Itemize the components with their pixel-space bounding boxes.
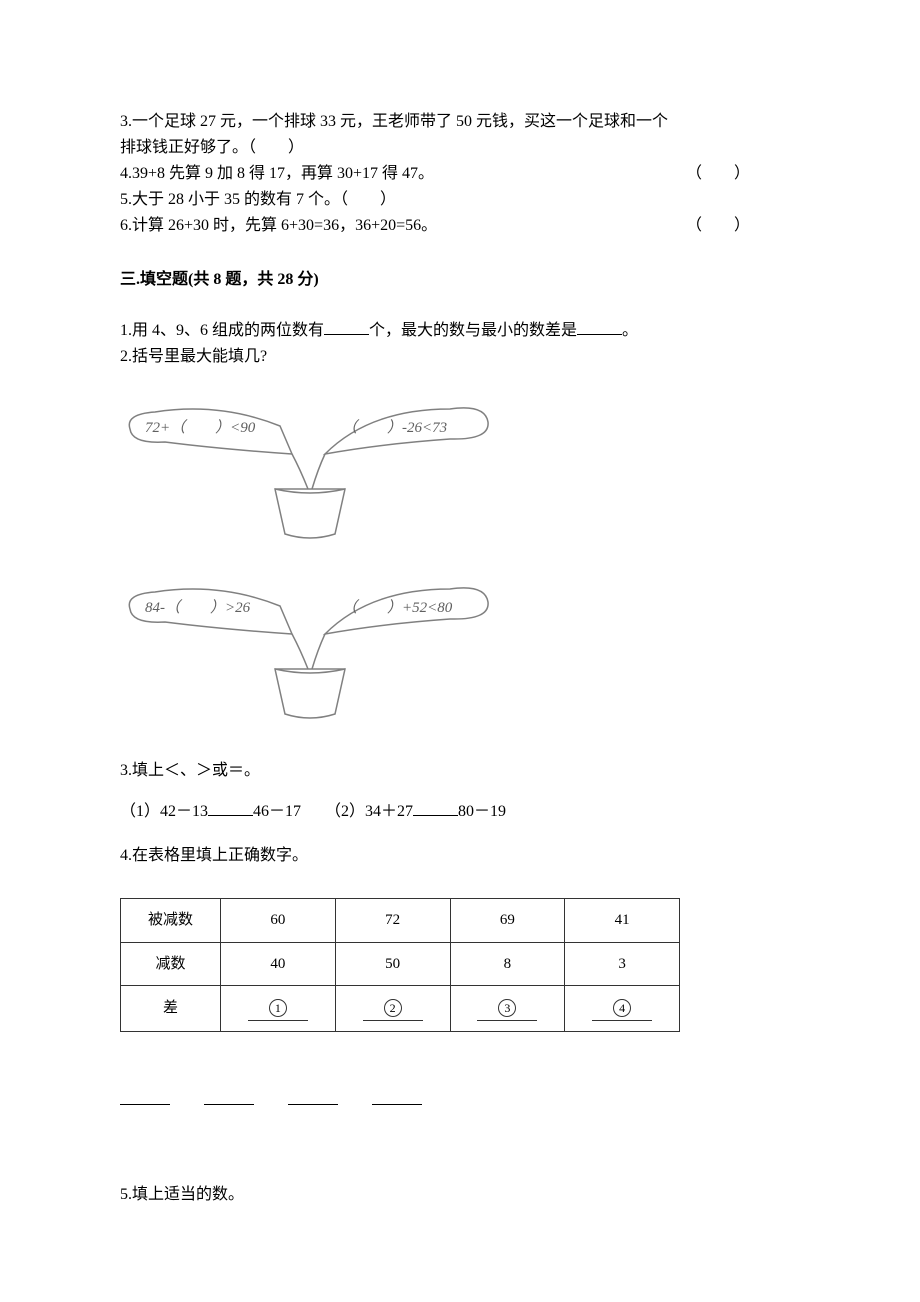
answer-blank-1[interactable]: [120, 1087, 170, 1105]
leaf-diagrams: 72+（ ）<90 （ ）-26<73 84-（ ）>26 （ ）+52<80: [120, 394, 800, 724]
judgment-q6-text: 6.计算 26+30 时，先算 6+30=36，36+20=56。: [120, 217, 437, 234]
difference-header: 差: [121, 986, 221, 1032]
difference-cell-4[interactable]: 4: [565, 986, 680, 1032]
leaf2-left-text: 84-（ ）>26: [145, 599, 251, 616]
fill-q4-title: 4.在表格里填上正确数字。: [120, 844, 800, 868]
answer-blanks-row: [120, 1087, 800, 1113]
fill-q1-blank2[interactable]: [577, 317, 622, 335]
table-row-minuend: 被减数 60 72 69 41: [121, 899, 680, 943]
fill-q1-blank1[interactable]: [324, 317, 369, 335]
minuend-cell-1: 60: [221, 899, 336, 943]
fill-q5-title: 5.填上适当的数。: [120, 1183, 800, 1207]
fill-q3-blank1[interactable]: [208, 798, 253, 816]
judgment-q5: 5.大于 28 小于 35 的数有 7 个。（ ）: [120, 188, 800, 212]
table-row-subtrahend: 减数 40 50 8 3: [121, 942, 680, 986]
subtrahend-cell-1: 40: [221, 942, 336, 986]
judgment-q4-text: 4.39+8 先算 9 加 8 得 17，再算 30+17 得 47。: [120, 165, 434, 182]
minuend-cell-3: 69: [450, 899, 565, 943]
judgment-q3-line2: 排球钱正好够了。（ ）: [120, 136, 800, 160]
subtrahend-cell-4: 3: [565, 942, 680, 986]
judgment-q6-paren[interactable]: （ ）: [686, 214, 750, 238]
table-row-difference: 差 1 2 3 4: [121, 986, 680, 1032]
leaf1-right-text: （ ）-26<73: [342, 419, 447, 436]
judgment-q6: 6.计算 26+30 时，先算 6+30=36，36+20=56。 （ ）: [120, 214, 800, 238]
difference-cell-3[interactable]: 3: [450, 986, 565, 1032]
answer-blank-3[interactable]: [288, 1087, 338, 1105]
judgment-questions-block: 3.一个足球 27 元，一个排球 33 元，王老师带了 50 元钱，买这一个足球…: [120, 110, 800, 238]
minuend-cell-2: 72: [335, 899, 450, 943]
fill-q1: 1.用 4、9、6 组成的两位数有 个，最大的数与最小的数差是 。: [120, 317, 800, 343]
fill-q1-part-a: 1.用 4、9、6 组成的两位数有: [120, 322, 324, 339]
fill-q3-block: 3.填上＜、＞或＝。 （1）42－13 46－17 （2）34＋27 80－19: [120, 759, 800, 824]
subtrahend-header: 减数: [121, 942, 221, 986]
subtraction-table-wrap: 被减数 60 72 69 41 减数 40 50 8 3 差 1 2 3 4: [120, 898, 800, 1032]
subtrahend-cell-3: 8: [450, 942, 565, 986]
judgment-q4: 4.39+8 先算 9 加 8 得 17，再算 30+17 得 47。 （ ）: [120, 162, 800, 186]
answer-blank-2[interactable]: [204, 1087, 254, 1105]
leaf2-right-text: （ ）+52<80: [342, 599, 453, 616]
difference-cell-2[interactable]: 2: [335, 986, 450, 1032]
section3-header: 三.填空题(共 8 题，共 28 分): [120, 268, 800, 292]
fill-q2: 2.括号里最大能填几?: [120, 345, 800, 369]
subtraction-table: 被减数 60 72 69 41 减数 40 50 8 3 差 1 2 3 4: [120, 898, 680, 1032]
answer-blank-4[interactable]: [372, 1087, 422, 1105]
leaf1-left-text: 72+（ ）<90: [145, 419, 256, 436]
fill-q3-title: 3.填上＜、＞或＝。: [120, 759, 800, 783]
fill-q3-blank2[interactable]: [413, 798, 458, 816]
fill-q3-sub2b: 80－19: [458, 803, 506, 820]
fill-q3-sub1a: （1）42－13: [120, 803, 208, 820]
leaf-svg-2: 84-（ ）>26 （ ）+52<80: [120, 574, 520, 724]
fill-q1-part-b: 个，最大的数与最小的数差是: [369, 322, 577, 339]
fill-q3-subs: （1）42－13 46－17 （2）34＋27 80－19: [120, 798, 800, 824]
fill-q3-sub2a: （2）34＋27: [325, 803, 413, 820]
judgment-q4-paren[interactable]: （ ）: [686, 162, 750, 186]
fill-q3-sub1b: 46－17: [253, 803, 301, 820]
subtrahend-cell-2: 50: [335, 942, 450, 986]
judgment-q3-line1: 3.一个足球 27 元，一个排球 33 元，王老师带了 50 元钱，买这一个足球…: [120, 110, 800, 134]
leaf-svg-1: 72+（ ）<90 （ ）-26<73: [120, 394, 520, 544]
fill-q1-part-c: 。: [622, 322, 638, 339]
leaf-row-1: 72+（ ）<90 （ ）-26<73: [120, 394, 800, 544]
minuend-header: 被减数: [121, 899, 221, 943]
difference-cell-1[interactable]: 1: [221, 986, 336, 1032]
leaf-row-2: 84-（ ）>26 （ ）+52<80: [120, 574, 800, 724]
minuend-cell-4: 41: [565, 899, 680, 943]
